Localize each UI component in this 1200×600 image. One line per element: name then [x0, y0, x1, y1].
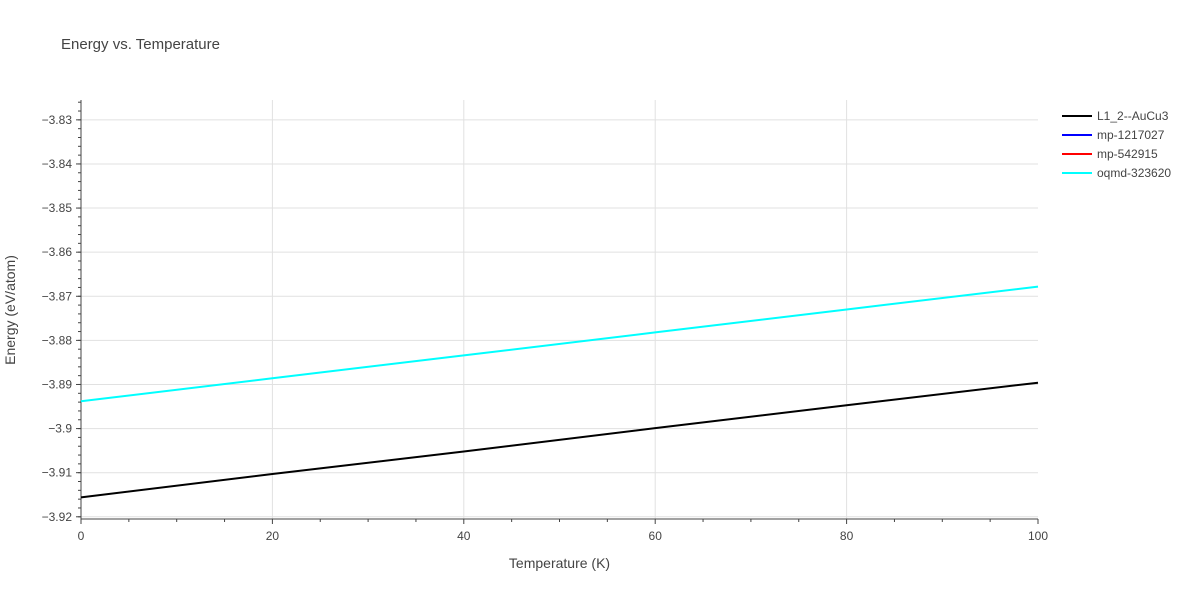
chart-title: Energy vs. Temperature: [61, 36, 220, 53]
legend-item-mp-1217027[interactable]: mp-1217027: [1062, 125, 1194, 144]
series-line-oqmd-323620: [80, 285, 1039, 403]
legend-swatch-mp-542915: [1062, 152, 1092, 155]
series-line-l1-2-aucu3: [80, 381, 1039, 499]
legend-item-oqmd-323620[interactable]: oqmd-323620: [1062, 163, 1194, 182]
legend-label-l1-2-aucu3: L1_2--AuCu3: [1097, 108, 1169, 123]
x-tick-label: 80: [840, 529, 854, 543]
grid-layer: [81, 100, 1038, 519]
legend-swatch-mp-1217027: [1062, 133, 1092, 136]
legend-label-mp-1217027: mp-1217027: [1097, 127, 1165, 142]
y-tick-label: −3.86: [42, 245, 73, 259]
legend-label-oqmd-323620: oqmd-323620: [1097, 165, 1172, 180]
legend-swatch-oqmd-323620: [1062, 171, 1092, 174]
legend-label-mp-542915: mp-542915: [1097, 146, 1158, 161]
y-tick-label: −3.9: [48, 422, 72, 436]
x-tick-label: 0: [78, 529, 85, 543]
y-tick-label: −3.87: [42, 289, 73, 303]
y-tick-label: −3.84: [42, 157, 73, 171]
series-layer: [80, 285, 1039, 499]
y-tick-label: −3.88: [42, 333, 73, 347]
y-tick-label: −3.89: [42, 377, 73, 391]
y-axis-title: Energy (eV/atom): [2, 255, 18, 365]
y-tick-label: −3.85: [42, 201, 73, 215]
y-tick-label: −3.92: [42, 510, 73, 524]
labels-layer: Temperature (K) Energy (eV/atom): [2, 255, 610, 571]
y-tick-label: −3.91: [42, 466, 73, 480]
x-axis-title: Temperature (K): [509, 555, 610, 571]
legend-swatch-l1-2-aucu3: [1062, 114, 1092, 117]
x-tick-label: 100: [1028, 529, 1048, 543]
legend-item-l1-2-aucu3[interactable]: L1_2--AuCu3: [1062, 106, 1194, 125]
legend-item-mp-542915[interactable]: mp-542915: [1062, 144, 1194, 163]
y-tick-label: −3.83: [42, 113, 73, 127]
x-tick-label: 40: [457, 529, 471, 543]
x-tick-label: 60: [649, 529, 663, 543]
legend: L1_2--AuCu3 mp-1217027 mp-542915 oqmd-32…: [1062, 106, 1194, 182]
x-tick-label: 20: [266, 529, 280, 543]
axes-layer: 0 20 40 60 80 100 −3.92 −3.91 −3.9 −3.89 −3.88 −3.8…: [42, 100, 1048, 543]
